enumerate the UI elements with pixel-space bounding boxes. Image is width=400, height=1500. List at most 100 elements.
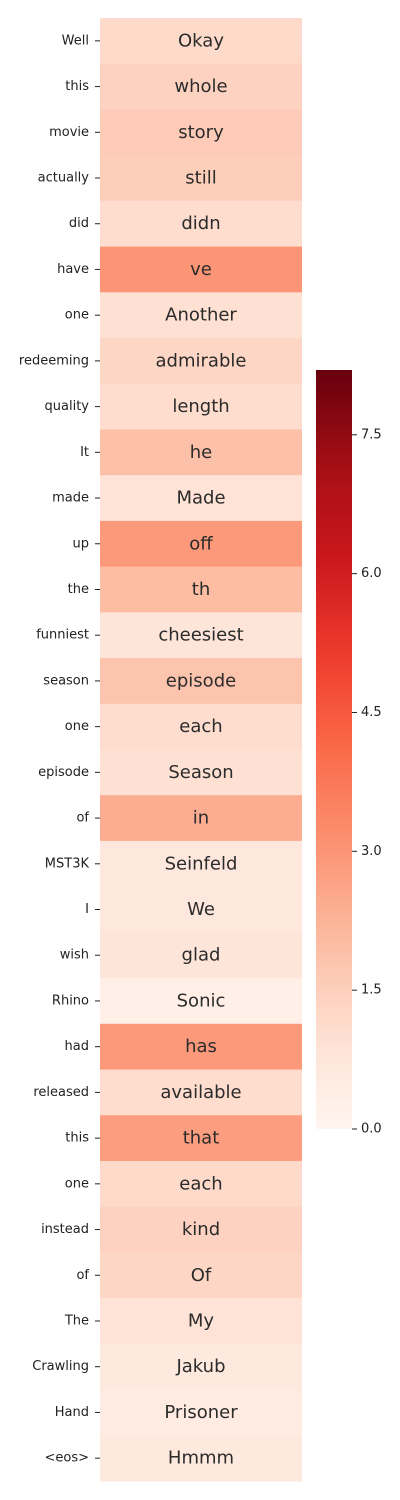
cell-text: admirable [156, 350, 247, 371]
heatmap-cells: Okay whole story still didn ve Another admirabl… [100, 18, 302, 1482]
heatmap-cell [100, 658, 302, 705]
heatmap-cell [100, 1252, 302, 1299]
colorbar-tick-label: 7.5 [361, 427, 382, 442]
heatmap-cell [100, 795, 302, 842]
cell-text: th [192, 579, 210, 600]
y-tick-label: this [65, 79, 89, 94]
heatmap-cell [100, 749, 302, 796]
cell-text: off [189, 533, 213, 554]
cell-text: Of [191, 1265, 212, 1286]
heatmap-cell [100, 1023, 302, 1071]
heatmap-cell [100, 520, 302, 568]
y-axis-labels: Well this movie actually did have one redeeming… [19, 33, 100, 1466]
heatmap-cell [100, 63, 302, 110]
cell-text: still [185, 168, 216, 189]
heatmap-cell [100, 612, 302, 659]
y-tick-label: had [65, 1039, 89, 1054]
y-tick-label: one [65, 719, 89, 734]
cell-text: available [160, 1082, 241, 1103]
cell-text: Sonic [177, 990, 226, 1011]
heatmap-cell [100, 566, 302, 613]
cell-text: Made [176, 488, 225, 509]
cell-text: he [190, 442, 212, 463]
y-tick-label: made [52, 491, 89, 506]
y-tick-label: up [73, 536, 90, 551]
colorbar-gradient [316, 370, 352, 1129]
heatmap-cell [100, 886, 302, 933]
heatmap-cell [100, 292, 302, 339]
y-tick-label: one [65, 308, 89, 323]
heatmap-cell [100, 1206, 302, 1253]
cell-text: glad [182, 945, 221, 966]
colorbar-tick-label: 0.0 [361, 1122, 382, 1137]
cell-text: We [187, 899, 215, 920]
y-tick-label: season [43, 673, 89, 688]
y-tick-label: of [76, 811, 89, 826]
heatmap-cell [100, 1435, 302, 1482]
cell-text: Jakub [175, 1356, 225, 1377]
heatmap-cell [100, 1160, 302, 1208]
y-tick-label: of [76, 1268, 89, 1283]
heatmap-cell [100, 18, 302, 65]
heatmap-cell [100, 1069, 302, 1116]
y-tick-label: I [85, 902, 89, 917]
y-tick-label: redeeming [19, 353, 89, 368]
y-tick-label: released [33, 1085, 89, 1100]
y-tick-label: MST3K [45, 856, 90, 871]
y-tick-label: have [57, 262, 89, 277]
y-tick-label: episode [38, 765, 89, 780]
heatmap-cell [100, 109, 302, 156]
heatmap-cell [100, 1389, 302, 1436]
y-tick-label: Hand [55, 1405, 89, 1420]
heatmap-cell [100, 155, 302, 202]
cell-text: episode [166, 670, 236, 691]
heatmap-cell [100, 1343, 302, 1391]
heatmap-cell [100, 338, 302, 385]
heatmap-cell [100, 978, 302, 1025]
y-tick-label: Rhino [52, 993, 89, 1008]
cell-text: Okay [178, 30, 224, 51]
cell-text: Seinfeld [165, 853, 238, 874]
cell-text: each [179, 1173, 222, 1194]
cell-text: Hmmm [168, 1448, 234, 1469]
cell-text: My [188, 1310, 215, 1331]
cell-text: each [179, 716, 222, 737]
y-tick-label: The [64, 1313, 89, 1328]
heatmap-cell [100, 840, 302, 888]
y-tick-label: one [65, 1176, 89, 1191]
heatmap-cell [100, 1115, 302, 1162]
y-tick-label: <eos> [44, 1451, 89, 1466]
y-tick-label: funniest [36, 628, 89, 643]
cell-text: story [178, 122, 224, 143]
cell-text: ve [190, 259, 212, 280]
y-tick-label: instead [41, 1222, 89, 1237]
heatmap-cell [100, 429, 302, 476]
cell-text: length [172, 396, 229, 417]
cell-text: Another [165, 305, 237, 326]
y-tick-label: the [68, 582, 89, 597]
cell-text: whole [174, 76, 227, 97]
cell-text: cheesiest [158, 625, 243, 646]
cell-text: didn [181, 213, 220, 234]
y-tick-label: movie [49, 125, 89, 140]
colorbar-tick-label: 4.5 [361, 705, 382, 720]
y-tick-label: Well [62, 33, 89, 48]
y-tick-label: It [80, 445, 89, 460]
heatmap-cell [100, 200, 302, 248]
heatmap-cell [100, 246, 302, 293]
colorbar-tick-label: 6.0 [361, 566, 382, 581]
colorbar-tick-label: 3.0 [361, 844, 382, 859]
heatmap-cell [100, 475, 302, 522]
heatmap-cell [100, 1298, 302, 1345]
y-tick-label: wish [60, 948, 89, 963]
heatmap-cell [100, 932, 302, 979]
heatmap-cell [100, 703, 302, 750]
cell-text: kind [182, 1219, 220, 1240]
y-tick-label: actually [38, 171, 90, 186]
colorbar: 0.0 1.5 3.0 4.5 6.0 7.5 [316, 370, 382, 1137]
cell-text: that [183, 1128, 220, 1149]
cell-text: Prisoner [164, 1402, 238, 1423]
cell-text: has [185, 1036, 217, 1057]
cell-text: in [193, 808, 209, 829]
